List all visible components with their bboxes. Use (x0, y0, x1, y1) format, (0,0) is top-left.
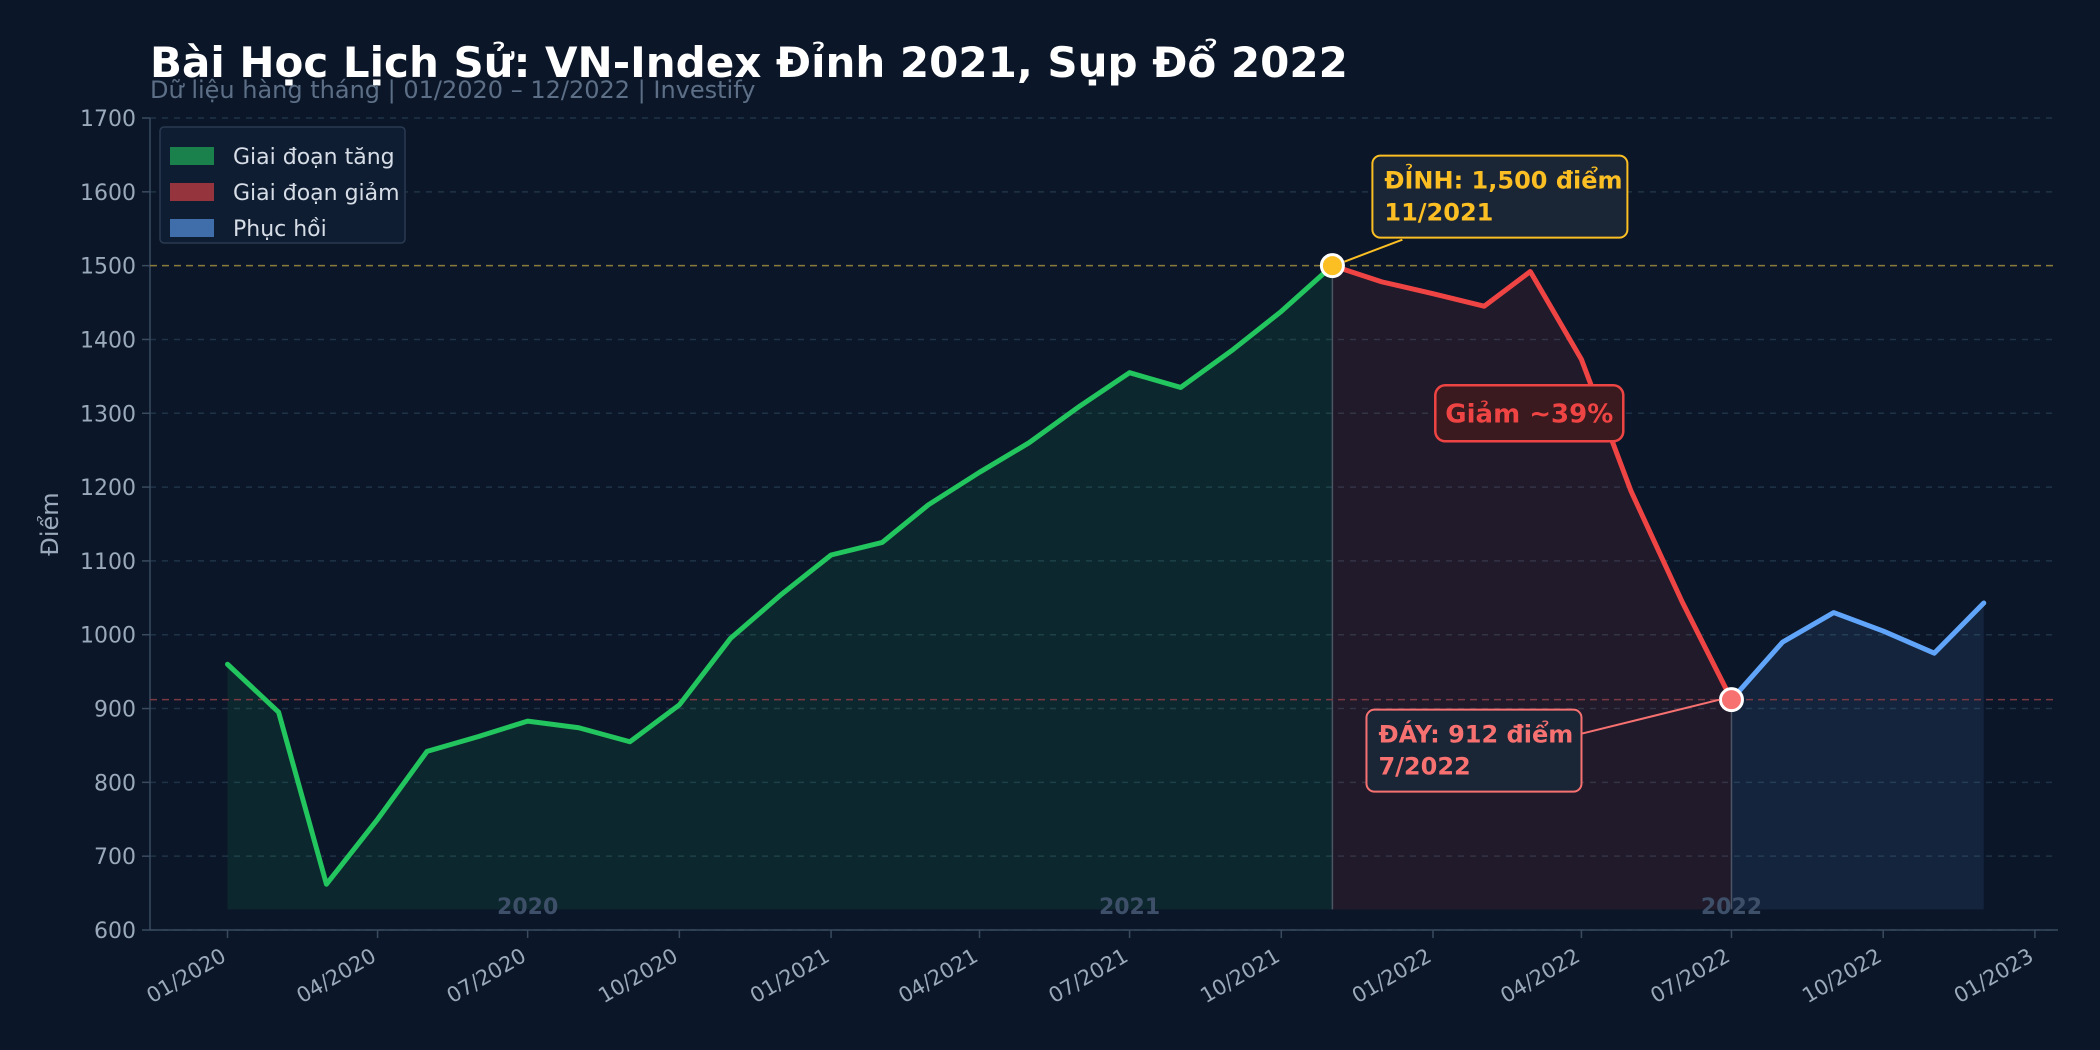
series-area-2 (1731, 602, 1984, 910)
series-area-1 (1332, 265, 1732, 910)
data-point (926, 502, 931, 507)
data-point (1430, 291, 1435, 296)
trough-arrow (1581, 698, 1720, 735)
data-point (1780, 640, 1785, 645)
y-axis-label: Điểm (36, 492, 64, 555)
y-tick-label: 1200 (80, 476, 136, 501)
x-tick-label: 10/2021 (1196, 944, 1284, 1008)
legend-box (159, 126, 406, 244)
y-tick-label: 1000 (80, 624, 136, 649)
trough-annotation-box (1365, 708, 1583, 793)
chart-subtitle: Dữ liệu hàng tháng | 01/2020 – 12/2022 |… (150, 76, 756, 104)
x-tick-label: 04/2022 (1496, 944, 1584, 1008)
y-tick-label: 800 (94, 771, 136, 796)
year-label: 2020 (497, 895, 558, 920)
x-tick-label: 10/2020 (594, 944, 682, 1008)
data-point (1932, 651, 1937, 656)
data-point (225, 662, 230, 667)
data-point (1026, 440, 1031, 445)
y-tick-label: 700 (94, 845, 136, 870)
data-point (1881, 629, 1886, 634)
y-tick-label: 1300 (80, 402, 136, 427)
legend-swatch-0 (170, 147, 214, 165)
data-point (476, 734, 481, 739)
data-point (1178, 385, 1183, 390)
data-point (1482, 304, 1487, 309)
data-point (1078, 403, 1083, 408)
legend-label-2: Phục hồi (233, 217, 327, 242)
series-area-0 (227, 265, 1333, 910)
x-tick-label: 01/2021 (746, 944, 834, 1008)
data-point (576, 725, 581, 730)
trough-marker (1718, 687, 1744, 713)
data-point (1680, 599, 1685, 604)
series-line-2 (1728, 600, 1987, 703)
y-tick-label: 1600 (80, 181, 136, 206)
data-point (324, 882, 329, 887)
peak-annotation-text: ĐỈNH: 1,500 điểm (1384, 162, 1622, 195)
x-tick-label: 07/2021 (1045, 944, 1133, 1008)
x-tick-label: 07/2020 (443, 944, 531, 1008)
data-point (677, 702, 682, 707)
data-point (1279, 309, 1284, 314)
x-tick-label: 10/2022 (1798, 944, 1886, 1008)
y-tick-label: 1100 (80, 550, 136, 575)
legend-label-0: Giai đoạn tăng (233, 145, 395, 170)
y-tick-label: 900 (94, 698, 136, 723)
trough-annotation-date: 7/2022 (1378, 753, 1470, 781)
drop-label-text: Giảm ~39% (1445, 398, 1613, 429)
drop-label-box (1434, 384, 1625, 443)
data-point (627, 739, 632, 744)
data-point (1831, 610, 1836, 615)
peak-arrow (1344, 238, 1403, 263)
y-tick-label: 1500 (80, 255, 136, 280)
x-tick-label: 07/2022 (1646, 944, 1734, 1008)
data-point (1229, 348, 1234, 353)
peak-marker (1319, 253, 1345, 279)
year-label: 2022 (1701, 895, 1762, 920)
x-tick-label: 01/2020 (142, 944, 230, 1008)
data-point (1981, 600, 1986, 605)
chart-title: Bài Học Lịch Sử: VN-Index Đỉnh 2021, Sụp… (150, 38, 1348, 87)
peak-annotation-box (1371, 154, 1629, 239)
data-point (829, 553, 834, 558)
y-tick-label: 1400 (80, 328, 136, 353)
year-label: 2021 (1099, 895, 1160, 920)
data-point (977, 470, 982, 475)
legend-label-1: Giai đoạn giảm (233, 181, 400, 206)
legend-swatch-1 (170, 183, 214, 201)
data-point (880, 540, 885, 545)
data-point (1628, 488, 1633, 493)
data-point (1127, 370, 1132, 375)
y-tick-label: 1700 (80, 107, 136, 132)
data-point (276, 710, 281, 715)
data-point (1379, 279, 1384, 284)
data-point (777, 593, 782, 598)
x-tick-label: 04/2021 (894, 944, 982, 1008)
trough-annotation-text: ĐÁY: 912 điểm (1378, 719, 1573, 749)
data-point (728, 636, 733, 641)
data-point (1579, 357, 1584, 362)
peak-annotation-date: 11/2021 (1384, 199, 1493, 227)
data-point (525, 719, 530, 724)
x-tick-label: 01/2022 (1348, 944, 1436, 1008)
x-tick-label: 04/2020 (293, 944, 381, 1008)
data-point (375, 817, 380, 822)
data-point (1528, 269, 1533, 274)
y-tick-label: 600 (94, 919, 136, 944)
legend-swatch-2 (170, 219, 214, 237)
x-tick-label: 01/2023 (1950, 944, 2038, 1008)
data-point (425, 749, 430, 754)
